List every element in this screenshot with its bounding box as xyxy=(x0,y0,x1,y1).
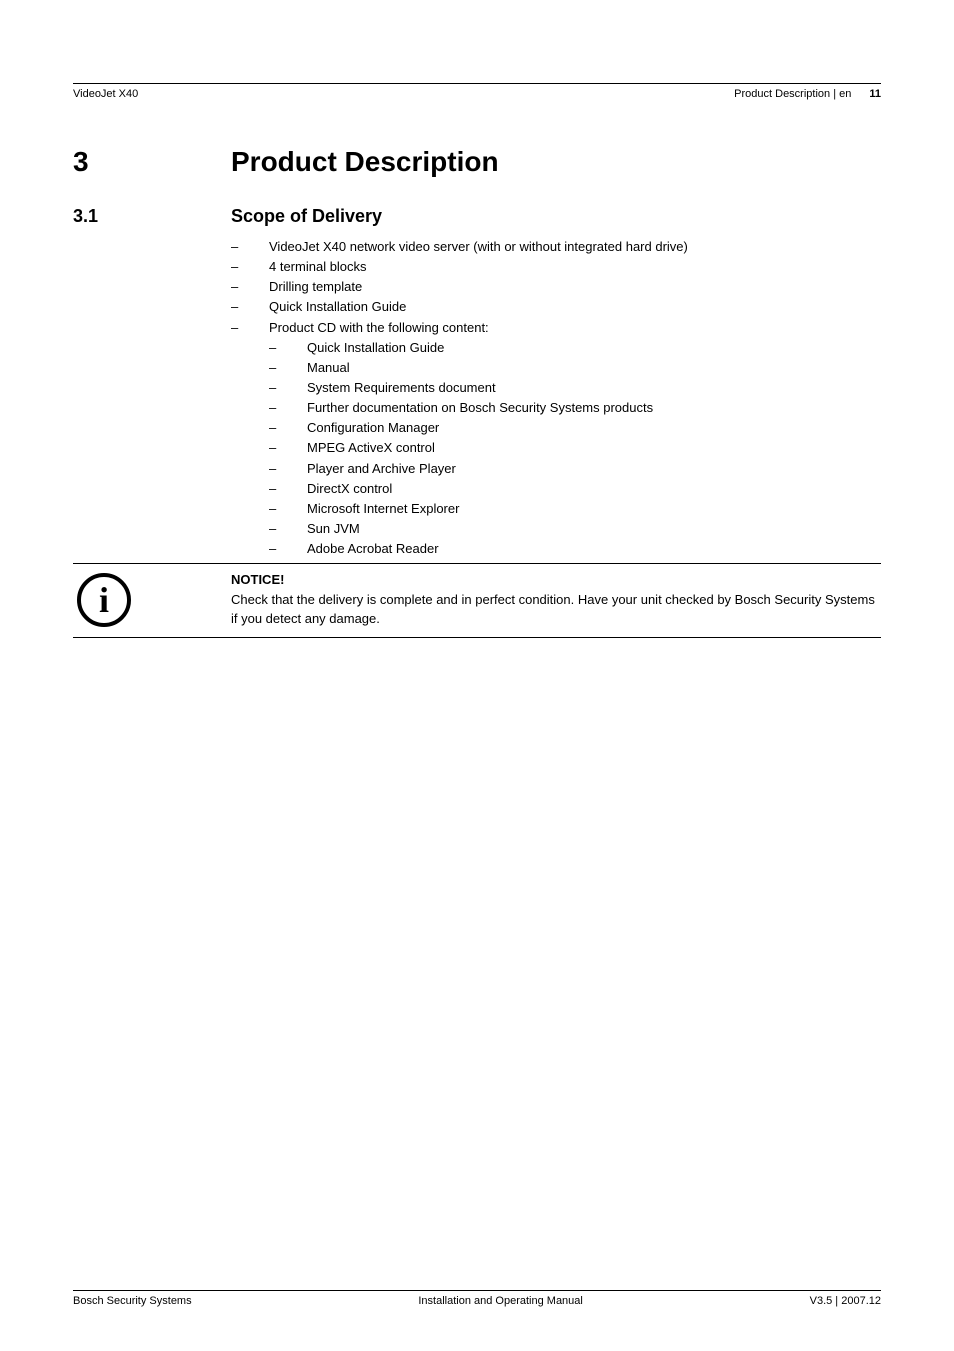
list-item: Manual xyxy=(269,358,881,378)
section-heading-row: 3.1 Scope of Delivery xyxy=(73,206,881,227)
delivery-list: VideoJet X40 network video server (with … xyxy=(231,237,881,559)
footer-right: V3.5 | 2007.12 xyxy=(810,1295,881,1307)
list-item: VideoJet X40 network video server (with … xyxy=(231,237,881,257)
list-item: Adobe Acrobat Reader xyxy=(269,539,881,559)
list-item: Quick Installation Guide xyxy=(231,297,881,317)
list-item: Quick Installation Guide xyxy=(269,338,881,358)
list-item: Product CD with the following content: Q… xyxy=(231,318,881,560)
list-item: Sun JVM xyxy=(269,519,881,539)
notice-body: Check that the delivery is complete and … xyxy=(231,590,881,629)
list-item: Player and Archive Player xyxy=(269,459,881,479)
running-header: VideoJet X40 Product Description | en 11 xyxy=(73,88,881,100)
header-rule xyxy=(73,83,881,84)
chapter-heading-row: 3 Product Description xyxy=(73,146,881,178)
footer-center: Installation and Operating Manual xyxy=(418,1295,583,1307)
notice-title: NOTICE! xyxy=(231,570,881,590)
footer-rule xyxy=(73,1290,881,1291)
list-item: Drilling template xyxy=(231,277,881,297)
list-item: Microsoft Internet Explorer xyxy=(269,499,881,519)
notice-block: i NOTICE! Check that the delivery is com… xyxy=(73,563,881,638)
footer-left: Bosch Security Systems xyxy=(73,1295,192,1307)
list-item: 4 terminal blocks xyxy=(231,257,881,277)
chapter-title: Product Description xyxy=(231,146,499,178)
chapter-number: 3 xyxy=(73,146,231,178)
section-number: 3.1 xyxy=(73,206,231,227)
header-page-number: 11 xyxy=(869,88,881,100)
running-footer: Bosch Security Systems Installation and … xyxy=(73,1290,881,1307)
cd-contents-list: Quick Installation Guide Manual System R… xyxy=(269,338,881,560)
list-item: Configuration Manager xyxy=(269,418,881,438)
list-item-label: Product CD with the following content: xyxy=(269,320,489,335)
notice-text: NOTICE! Check that the delivery is compl… xyxy=(231,570,881,629)
info-icon: i xyxy=(77,573,131,627)
list-item: MPEG ActiveX control xyxy=(269,438,881,458)
notice-icon-cell: i xyxy=(73,570,231,629)
content-column: VideoJet X40 network video server (with … xyxy=(231,237,881,559)
list-item: DirectX control xyxy=(269,479,881,499)
header-section: Product Description | en xyxy=(734,88,851,100)
list-item: Further documentation on Bosch Security … xyxy=(269,398,881,418)
list-item: System Requirements document xyxy=(269,378,881,398)
header-left: VideoJet X40 xyxy=(73,88,138,100)
section-title: Scope of Delivery xyxy=(231,206,382,227)
